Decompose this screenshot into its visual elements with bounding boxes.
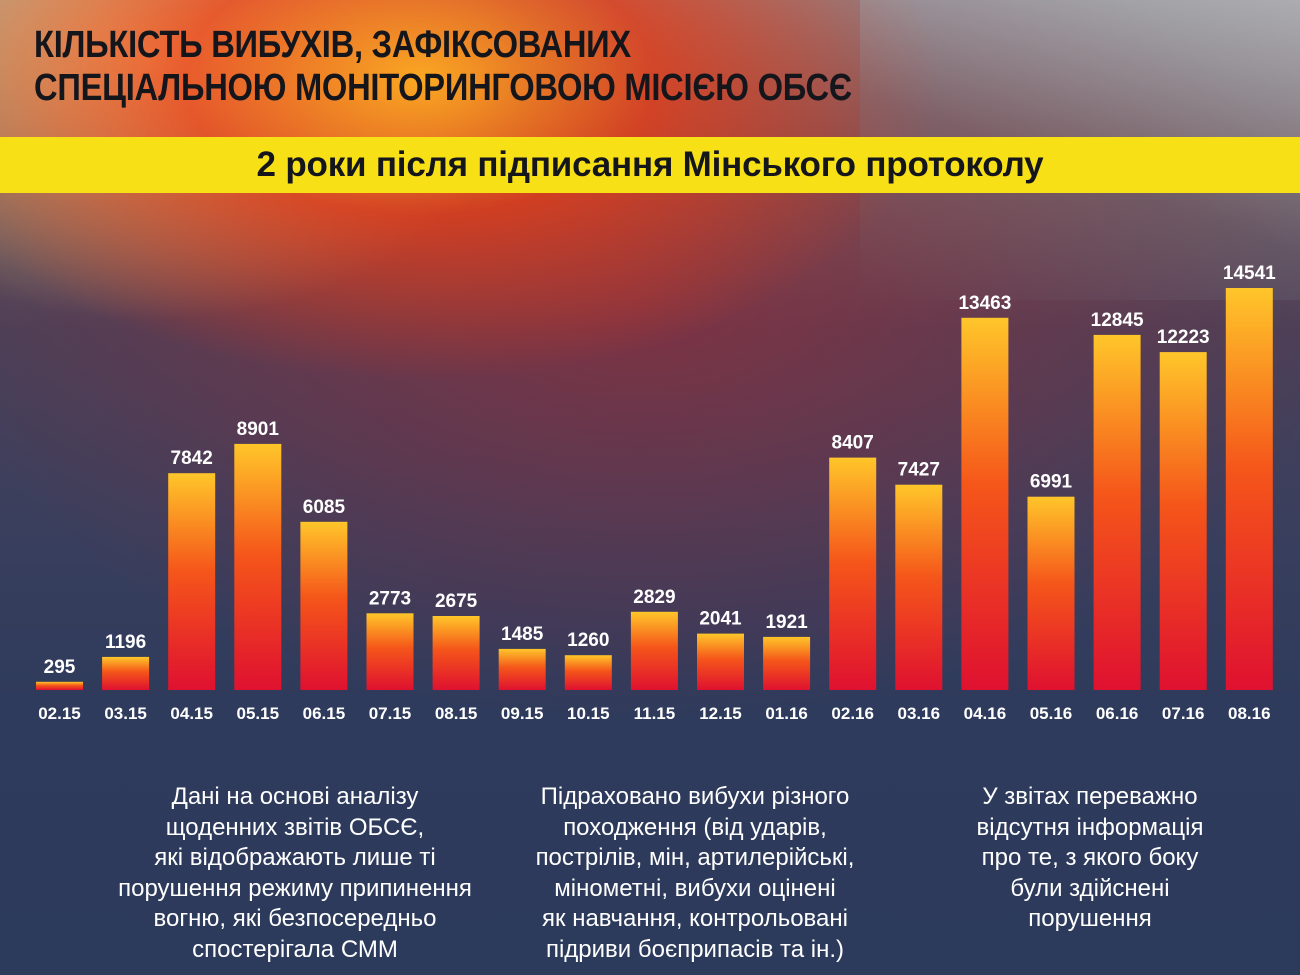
data-label: 7842 — [171, 448, 213, 469]
note-line: спостерігала СММ — [192, 935, 398, 963]
note-line: були здійснені — [1010, 874, 1170, 902]
x-tick-label: 06.16 — [1096, 704, 1139, 723]
data-label: 2829 — [633, 587, 675, 608]
bar-03.16 — [895, 484, 943, 690]
bar-06.15 — [300, 521, 348, 690]
chart-title-line-2: СПЕЦІАЛЬНОЮ МОНІТОРИНГОВОЮ МІСІЄЮ ОБСЄ — [34, 67, 852, 109]
note-line: Підраховано вибухи різного — [540, 783, 850, 810]
x-tick-label: 05.15 — [237, 704, 280, 723]
data-label: 295 — [44, 657, 76, 678]
note-line: щоденних звітів ОБСЄ, — [165, 813, 425, 841]
bar-08.15 — [432, 616, 480, 690]
bar-10.15 — [564, 655, 612, 690]
x-tick-label: 07.16 — [1162, 704, 1205, 723]
bar-02.15 — [36, 681, 83, 690]
bar-04.16 — [961, 317, 1009, 690]
data-label: 8901 — [237, 419, 280, 440]
bar-03.15 — [102, 656, 150, 690]
data-label: 14541 — [1223, 263, 1276, 284]
chart-subtitle: 2 роки після підписання Мінського проток… — [256, 145, 1044, 184]
data-label: 2675 — [435, 591, 478, 612]
x-tick-label: 05.16 — [1030, 704, 1073, 723]
note-line: про те, з якого боку — [981, 844, 1199, 871]
note-counting-method: Підраховано вибухи різного походження (в… — [460, 782, 930, 965]
x-tick-label: 02.15 — [38, 704, 81, 723]
note-data-source: Дані на основі аналізу щоденних звітів О… — [60, 782, 530, 965]
note-line: відсутня інформація — [976, 813, 1204, 841]
bar-08.16 — [1225, 288, 1273, 690]
subtitle-banner: 2 роки після підписання Мінського проток… — [0, 137, 1300, 193]
chart-title: КІЛЬКІСТЬ ВИБУХІВ, ЗАФІКСОВАНИХ СПЕЦІАЛЬ… — [34, 24, 852, 110]
bar-01.16 — [763, 636, 811, 690]
x-tick-label: 02.16 — [831, 704, 874, 723]
data-label: 1485 — [501, 624, 544, 645]
x-tick-label: 11.15 — [634, 704, 676, 723]
x-tick-label: 10.15 — [567, 704, 610, 723]
data-label: 13463 — [958, 293, 1011, 314]
bar-04.15 — [168, 473, 216, 690]
note-line: вогню, які безпосередньо — [153, 905, 437, 932]
bar-05.15 — [234, 443, 282, 690]
x-tick-label: 01.16 — [765, 704, 808, 723]
x-tick-label: 06.15 — [303, 704, 346, 723]
note-missing-info: У звітах переважно відсутня інформація п… — [855, 782, 1300, 935]
bar-02.16 — [829, 457, 877, 690]
data-label: 1260 — [567, 630, 609, 651]
note-line: які відображають лише ті — [154, 844, 436, 871]
note-line: порушення — [1028, 905, 1152, 932]
data-label: 2041 — [699, 609, 742, 630]
bar-07.15 — [366, 613, 414, 690]
note-line: Дані на основі аналізу — [171, 783, 419, 810]
bar-05.16 — [1027, 496, 1075, 690]
data-label: 12223 — [1157, 327, 1210, 348]
data-label: 6991 — [1030, 472, 1073, 493]
note-line: У звітах переважно — [982, 783, 1198, 810]
bar-09.15 — [498, 648, 546, 690]
x-tick-label: 03.16 — [898, 704, 941, 723]
note-line: підриви боєприпасів та ін.) — [545, 935, 845, 963]
note-line: як навчання, контрольовані — [542, 905, 848, 932]
data-label: 1196 — [105, 632, 146, 653]
x-tick-label: 08.16 — [1228, 704, 1271, 723]
note-line: порушення режиму припинення — [118, 874, 472, 902]
note-line: походження (від ударів, — [563, 813, 827, 841]
data-label: 2773 — [369, 588, 411, 609]
x-tick-label: 09.15 — [501, 704, 544, 723]
data-label: 7427 — [898, 460, 940, 481]
data-label: 6085 — [303, 497, 346, 518]
bar-07.16 — [1159, 352, 1207, 690]
x-tick-label: 07.15 — [369, 704, 412, 723]
bar-12.15 — [697, 633, 744, 690]
x-tick-label: 08.15 — [435, 704, 478, 723]
data-label: 12845 — [1091, 310, 1144, 331]
x-tick-label: 12.15 — [699, 704, 742, 723]
chart-title-line-1: КІЛЬКІСТЬ ВИБУХІВ, ЗАФІКСОВАНИХ — [34, 24, 631, 66]
data-label: 1921 — [765, 612, 808, 633]
note-line: пострілів, мін, артилерійські, — [535, 844, 855, 871]
bar-11.15 — [630, 611, 678, 690]
data-label: 8407 — [832, 433, 874, 454]
x-tick-label: 04.16 — [964, 704, 1007, 723]
bar-06.16 — [1093, 334, 1141, 690]
x-tick-label: 04.15 — [170, 704, 213, 723]
x-tick-label: 03.15 — [104, 704, 147, 723]
note-line: мінометні, вибухи оцінені — [554, 874, 836, 902]
